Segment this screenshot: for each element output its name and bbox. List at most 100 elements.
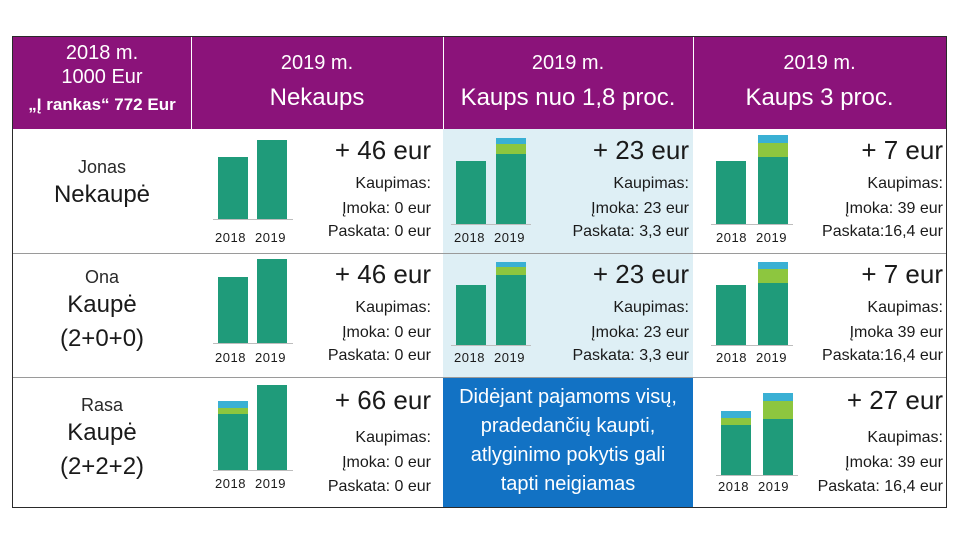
kaupimas-label: Kaupimas: <box>355 429 431 446</box>
bar-2018-incentive <box>218 401 248 408</box>
header-col-year: 2019 m. <box>783 52 856 74</box>
kaupimas-label: Kaupimas: <box>613 175 689 192</box>
bar-2018 <box>716 285 746 345</box>
cell-text: + 7 eur Kaupimas: Įmoka: 39 eur Paskata:… <box>803 135 943 245</box>
bar-2019 <box>763 419 793 475</box>
header-col-kaups-3: 2019 m. Kaups 3 proc. <box>693 51 946 113</box>
bar-2019-incentive <box>763 393 793 401</box>
bar-2018 <box>218 277 248 343</box>
increase-value: + 66 eur <box>334 385 431 415</box>
kaupimas-label: Kaupimas: <box>355 299 431 316</box>
year-label-2019: 2019 <box>756 230 787 245</box>
bar-2019 <box>496 154 526 224</box>
kaupimas-label: Kaupimas: <box>867 429 943 446</box>
bar-2019-incentive <box>758 135 788 143</box>
person-name: Rasa <box>80 395 124 415</box>
bar-2019 <box>257 259 287 343</box>
cell-text: + 7 eur Kaupimas: Įmoka 39 eur Paskata:1… <box>803 259 943 369</box>
cell-text: + 46 eur Kaupimas: Įmoka: 0 eur Paskata:… <box>303 135 431 245</box>
cell-text: + 23 eur Kaupimas: Įmoka: 23 eur Paskata… <box>543 259 689 369</box>
person-status: Nekaupė <box>53 181 151 208</box>
bar-2019-contribution <box>496 144 526 154</box>
comparison-table: 2018 m. 1000 Eur „Į rankas“ 772 Eur 2019… <box>12 36 947 508</box>
year-label-2019: 2019 <box>255 350 286 365</box>
bar-2018-contribution <box>218 408 248 414</box>
year-label-2019: 2019 <box>255 476 286 491</box>
year-label-2019: 2019 <box>255 230 286 245</box>
year-label-2018: 2018 <box>716 230 747 245</box>
header-salary: 1000 Eur <box>61 66 143 88</box>
kaupimas-label: Kaupimas: <box>867 175 943 192</box>
paskata-value: Paskata: 3,3 eur <box>572 223 689 240</box>
header-year-2018: 2018 m. <box>65 42 139 64</box>
year-label-2018: 2018 <box>454 230 485 245</box>
increase-value: + 46 eur <box>334 259 431 289</box>
bar-2019 <box>496 275 526 345</box>
year-label-2018: 2018 <box>215 476 246 491</box>
imoka-value: Įmoka: 23 eur <box>591 200 689 217</box>
imoka-value: Įmoka: 0 eur <box>342 200 431 217</box>
person-name: Jonas <box>77 157 127 177</box>
increase-value: + 7 eur <box>861 135 943 165</box>
imoka-value: Įmoka: 23 eur <box>591 324 689 341</box>
imoka-value: Įmoka: 39 eur <box>845 200 943 217</box>
cell-text: + 66 eur Kaupimas: Įmoka: 0 eur Paskata:… <box>303 385 431 501</box>
note-line: tapti neigiamas <box>500 473 636 495</box>
cell-text: + 46 eur Kaupimas: Įmoka: 0 eur Paskata:… <box>303 259 431 369</box>
year-label-2019: 2019 <box>494 230 525 245</box>
row-label-ona: Ona Kaupė (2+0+0) <box>13 253 191 377</box>
note-line: atlyginimo pokytis gali <box>470 444 666 466</box>
header-col-kaups-18: 2019 m. Kaups nuo 1,8 proc. <box>443 51 693 113</box>
bar-2019-incentive <box>758 262 788 269</box>
year-label-2018: 2018 <box>215 350 246 365</box>
year-label-2018: 2018 <box>215 230 246 245</box>
bar-2018 <box>456 285 486 345</box>
bar-2019-incentive <box>496 138 526 144</box>
person-status-detail: (2+2+2) <box>59 453 145 480</box>
imoka-value: Įmoka: 0 eur <box>342 324 431 341</box>
increase-value: + 7 eur <box>861 259 943 289</box>
bar-2019 <box>257 140 287 219</box>
bar-2018 <box>218 157 248 219</box>
increase-value: + 46 eur <box>334 135 431 165</box>
imoka-value: Įmoka 39 eur <box>849 324 943 341</box>
bar-2018-contribution <box>721 418 751 425</box>
bar-2019-incentive <box>496 262 526 267</box>
paskata-value: Paskata:16,4 eur <box>822 347 943 364</box>
year-label-2018: 2018 <box>718 479 749 494</box>
note-line: Didėjant pajamoms visų, <box>459 386 677 408</box>
increase-value: + 23 eur <box>592 135 689 165</box>
imoka-value: Įmoka: 39 eur <box>845 454 943 471</box>
row-label-jonas: Jonas Nekaupė <box>13 129 191 253</box>
note-box: Didėjant pajamoms visų, pradedančių kaup… <box>443 377 693 507</box>
paskata-value: Paskata: 0 eur <box>327 347 431 364</box>
person-status: Kaupė <box>67 291 137 318</box>
kaupimas-label: Kaupimas: <box>613 299 689 316</box>
row-label-rasa: Rasa Kaupė (2+2+2) <box>13 377 191 507</box>
person-name: Ona <box>84 267 120 287</box>
bar-2019 <box>758 283 788 345</box>
kaupimas-label: Kaupimas: <box>867 299 943 316</box>
bar-2018 <box>721 425 751 475</box>
bar-2018 <box>456 161 486 224</box>
cell-text: + 23 eur Kaupimas: Įmoka: 23 eur Paskata… <box>543 135 689 245</box>
bar-2019-contribution <box>496 267 526 275</box>
year-label-2019: 2019 <box>494 350 525 365</box>
header-col-year: 2019 m. <box>280 52 354 74</box>
person-status-detail: (2+0+0) <box>59 325 145 352</box>
header-col-title: Nekaups <box>269 84 365 111</box>
header-col-title: Kaups 3 proc. <box>745 84 894 111</box>
paskata-value: Paskata: 3,3 eur <box>572 347 689 364</box>
year-label-2018: 2018 <box>454 350 485 365</box>
year-label-2019: 2019 <box>758 479 789 494</box>
bar-2019 <box>758 157 788 224</box>
bar-2019-contribution <box>758 143 788 157</box>
header-row: 2018 m. 1000 Eur „Į rankas“ 772 Eur 2019… <box>13 37 946 129</box>
cell-text: + 27 eur Kaupimas: Įmoka: 39 eur Paskata… <box>803 385 943 501</box>
header-col-title: Kaups nuo 1,8 proc. <box>460 84 676 111</box>
paskata-value: Paskata: 0 eur <box>327 478 431 495</box>
increase-value: + 27 eur <box>846 385 943 415</box>
note-line: pradedančių kaupti, <box>480 415 656 437</box>
bar-2019 <box>257 385 287 470</box>
header-net-salary: „Į rankas“ 772 Eur <box>28 95 176 114</box>
